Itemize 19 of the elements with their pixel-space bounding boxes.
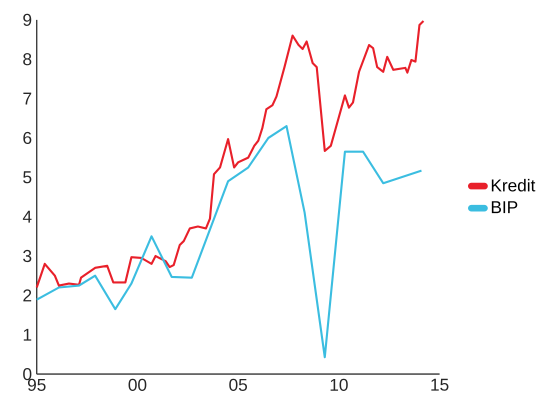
y-tick-label: 7 — [23, 92, 32, 105]
y-tick-label: 4 — [22, 210, 32, 223]
y-tick-label: 0 — [23, 368, 32, 380]
x-tick-label: 15 — [431, 378, 448, 391]
x-tick-label: 05 — [229, 378, 247, 392]
x-tick-label: 95 — [28, 378, 46, 392]
line-series — [36, 20, 425, 289]
y-tick-label: 2 — [23, 289, 32, 302]
y-tick-label: 6 — [23, 132, 32, 144]
y-tick-label: 1 — [24, 328, 32, 341]
line-series — [36, 125, 423, 358]
legend-label: BIP — [492, 201, 518, 214]
legend-label: Kredit — [492, 178, 536, 192]
x-tick-label: 10 — [330, 378, 348, 392]
y-tick-label: 9 — [23, 14, 32, 26]
y-tick-label: 3 — [23, 250, 32, 262]
y-tick-label: 5 — [23, 171, 32, 184]
y-tick-label: 8 — [23, 53, 32, 66]
x-tick-label: 00 — [128, 378, 146, 392]
